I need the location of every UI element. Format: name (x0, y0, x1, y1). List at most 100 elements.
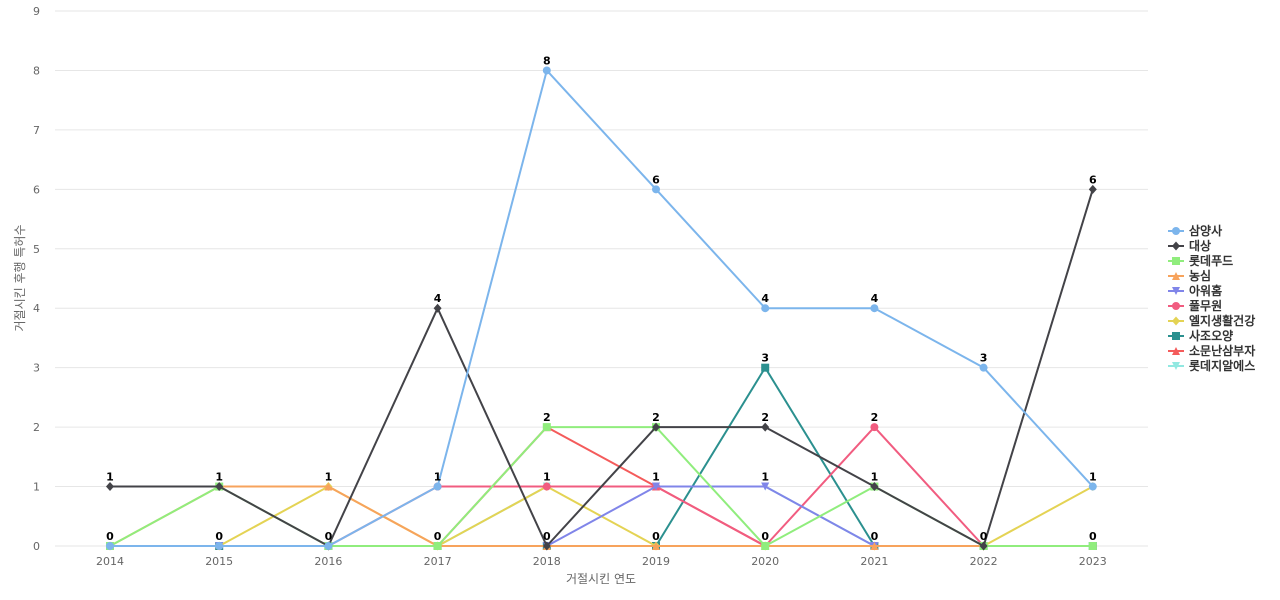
legend-item[interactable]: 아워홈 (1168, 283, 1222, 298)
data-label: 0 (652, 530, 660, 543)
legend-marker (1172, 302, 1180, 310)
legend-item[interactable]: 사조오양 (1168, 328, 1233, 343)
data-label: 4 (871, 292, 879, 305)
data-point[interactable] (324, 482, 333, 491)
data-point[interactable] (870, 304, 879, 313)
legend-marker (1172, 332, 1180, 340)
data-point[interactable] (433, 303, 442, 313)
legend-item[interactable]: 대상 (1168, 238, 1211, 253)
x-axis-title: 거절시킨 연도 (566, 572, 636, 586)
data-point[interactable] (979, 541, 988, 551)
data-point[interactable] (433, 542, 442, 550)
data-point[interactable] (761, 363, 770, 372)
data-label: 3 (761, 352, 769, 365)
data-label: 0 (871, 530, 879, 543)
data-label: 0 (543, 530, 551, 543)
y-axis-title: 거절시킨 후행 특허수 (12, 225, 27, 332)
y-tick-label: 5 (33, 243, 40, 256)
data-label: 1 (215, 471, 223, 484)
legend-item[interactable]: 풀무원 (1168, 298, 1222, 313)
data-point[interactable] (542, 423, 551, 432)
data-point[interactable] (761, 542, 770, 550)
legend-label: 대상 (1189, 238, 1211, 253)
x-tick-label: 2019 (642, 555, 670, 568)
data-point[interactable] (761, 422, 770, 432)
data-label: 1 (434, 471, 442, 484)
data-label: 1 (871, 471, 879, 484)
data-label: 1 (761, 471, 769, 484)
data-point[interactable] (1088, 482, 1097, 491)
data-point[interactable] (433, 482, 442, 491)
y-tick-label: 9 (33, 5, 40, 18)
legend-label: 롯데푸드 (1189, 253, 1233, 268)
x-axis-ticks: 2014 2015 2016 2017 2018 2019 2020 2021 2022 2023 (96, 555, 1107, 568)
series-4 (106, 482, 1097, 550)
data-label: 2 (543, 411, 551, 424)
legend-marker (1172, 241, 1180, 251)
legend-item[interactable]: 소문난삼부자 (1168, 343, 1255, 358)
y-tick-label: 8 (33, 64, 40, 77)
data-point[interactable] (979, 363, 988, 372)
data-point[interactable] (761, 482, 770, 491)
data-point[interactable] (870, 423, 879, 432)
data-label: 2 (871, 411, 879, 424)
data-point[interactable] (106, 542, 114, 550)
legend-item[interactable]: 롯데푸드 (1168, 253, 1233, 268)
legend-marker (1172, 272, 1180, 280)
data-point[interactable] (870, 482, 879, 492)
series-line (110, 189, 1094, 547)
legend-label: 삼양사 (1189, 223, 1222, 238)
x-tick-label: 2020 (751, 555, 779, 568)
data-point[interactable] (652, 185, 660, 194)
data-point[interactable] (542, 66, 551, 75)
legend-label: 소문난삼부자 (1189, 343, 1255, 358)
legend-label: 엘지생활건강 (1189, 313, 1255, 328)
data-label: 1 (106, 471, 114, 484)
data-point[interactable] (761, 304, 770, 313)
data-label: 0 (325, 530, 333, 543)
series-line (110, 69, 1094, 547)
data-label: 2 (652, 411, 660, 424)
data-label: 0 (434, 530, 442, 543)
data-label: 0 (215, 530, 223, 543)
data-label: 3 (980, 352, 988, 365)
data-label: 2 (761, 411, 769, 424)
series-line (110, 485, 1093, 547)
legend-label: 아워홈 (1189, 283, 1222, 298)
legend-item[interactable]: 롯데지알에스 (1168, 358, 1255, 373)
data-label: 1 (1089, 471, 1097, 484)
data-point[interactable] (652, 482, 660, 491)
data-point[interactable] (1088, 542, 1097, 550)
data-point[interactable] (215, 542, 224, 550)
data-label: 0 (761, 530, 769, 543)
series-line (109, 485, 1093, 547)
data-point[interactable] (870, 542, 879, 550)
legend-item[interactable]: 삼양사 (1168, 223, 1222, 238)
legend-marker (1172, 362, 1180, 370)
data-point[interactable] (542, 541, 551, 551)
data-label: 6 (652, 173, 660, 186)
y-axis-ticks: 0 1 2 3 4 5 6 7 8 9 (33, 5, 40, 553)
series-lines (106, 66, 1097, 551)
data-point[interactable] (215, 482, 224, 492)
x-tick-label: 2017 (424, 555, 452, 568)
x-tick-label: 2016 (314, 555, 342, 568)
y-tick-label: 6 (33, 183, 40, 196)
data-point[interactable] (1088, 184, 1097, 194)
legend-item[interactable]: 농심 (1168, 268, 1211, 283)
data-point[interactable] (324, 542, 333, 550)
legend-marker (1172, 227, 1180, 235)
data-point[interactable] (652, 542, 660, 550)
data-label: 1 (325, 471, 333, 484)
y-tick-label: 7 (33, 124, 40, 137)
legend-item[interactable]: 엘지생활건강 (1168, 313, 1255, 328)
data-label: 6 (1089, 173, 1097, 186)
data-label: 8 (543, 54, 551, 67)
data-point[interactable] (652, 422, 660, 432)
data-label: 1 (543, 471, 551, 484)
x-tick-label: 2022 (970, 555, 998, 568)
data-point[interactable] (542, 482, 551, 491)
data-label: 1 (652, 471, 660, 484)
data-point[interactable] (106, 482, 114, 492)
